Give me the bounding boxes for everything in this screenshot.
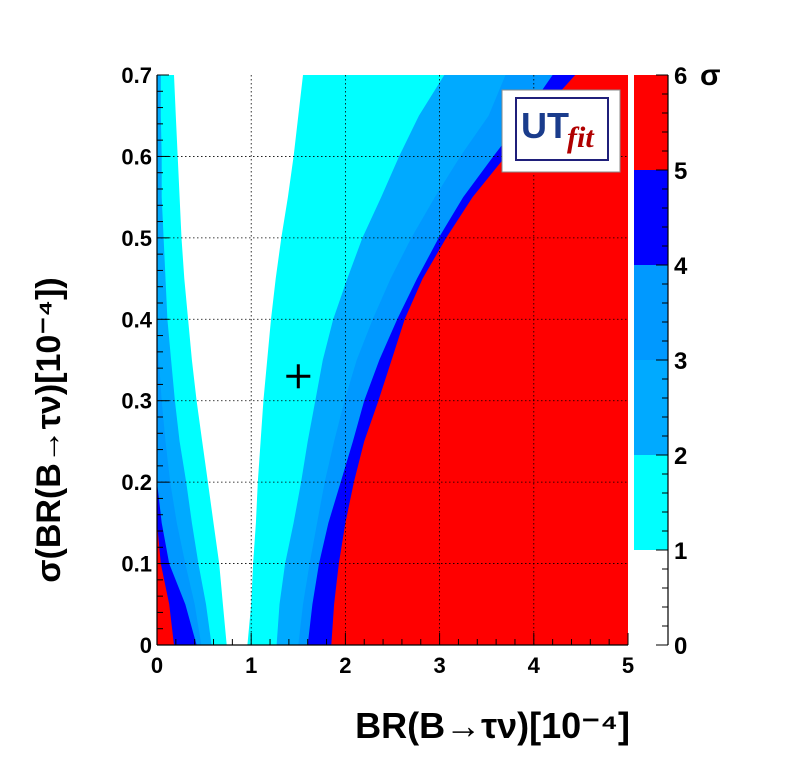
colorbar-swatch-5 xyxy=(634,75,668,170)
x-tick-label-1: 1 xyxy=(245,653,257,678)
colorbar-tick-label-5: 5 xyxy=(674,158,687,185)
y-tick-label-6: 0.6 xyxy=(121,144,152,169)
colorbar-swatch-4 xyxy=(634,170,668,265)
color-axis-title: σ xyxy=(700,59,721,92)
colorbar-tick-label-0: 0 xyxy=(674,633,687,660)
x-axis-label: BR(B→τν)[10⁻⁴] xyxy=(355,705,630,746)
y-axis-label: σ(BR(B→τν)[10⁻⁴]) xyxy=(30,277,68,583)
colorbar-swatch-3 xyxy=(634,265,668,360)
colorbar-swatch-2 xyxy=(634,360,668,455)
colorbar-swatch-1 xyxy=(634,455,668,550)
logo-inner-frame xyxy=(515,97,609,161)
x-tick-label-3: 3 xyxy=(433,653,445,678)
y-tick-label-0: 0 xyxy=(140,633,152,658)
logo-text-sub: fit xyxy=(567,121,595,154)
y-tick-label-3: 0.3 xyxy=(121,389,152,414)
colorbar-tick-label-2: 2 xyxy=(674,443,687,470)
marker-group xyxy=(286,364,311,389)
x-tick-label-5: 5 xyxy=(622,653,634,678)
colorbar-tick-label-1: 1 xyxy=(674,538,687,565)
y-tick-label-7: 0.7 xyxy=(121,63,152,88)
y-tick-label-4: 0.4 xyxy=(121,307,152,332)
logo-text-main: UT xyxy=(521,105,569,146)
y-tick-label-2: 0.2 xyxy=(121,470,152,495)
y-tick-label-5: 0.5 xyxy=(121,226,152,251)
colorbar: 0 1 2 3 4 5 6 xyxy=(634,63,688,660)
band-sigma-0-1 xyxy=(174,75,303,645)
utfit-logo: UT fit xyxy=(501,89,621,173)
colorbar-tick-label-6: 6 xyxy=(674,63,687,90)
x-tick-label-0: 0 xyxy=(151,653,163,678)
plot-frame xyxy=(156,74,629,646)
colorbar-swatch-0 xyxy=(634,550,668,645)
tick-labels: 0 1 2 3 4 5 0 0.1 0.2 0.3 0.4 0.5 0.6 0.7 xyxy=(121,63,634,678)
colorbar-tick-label-3: 3 xyxy=(674,348,687,375)
x-tick-label-2: 2 xyxy=(339,653,351,678)
x-tick-label-4: 4 xyxy=(528,653,541,678)
colorbar-tick-label-4: 4 xyxy=(674,253,688,280)
y-tick-label-1: 0.1 xyxy=(121,552,152,577)
